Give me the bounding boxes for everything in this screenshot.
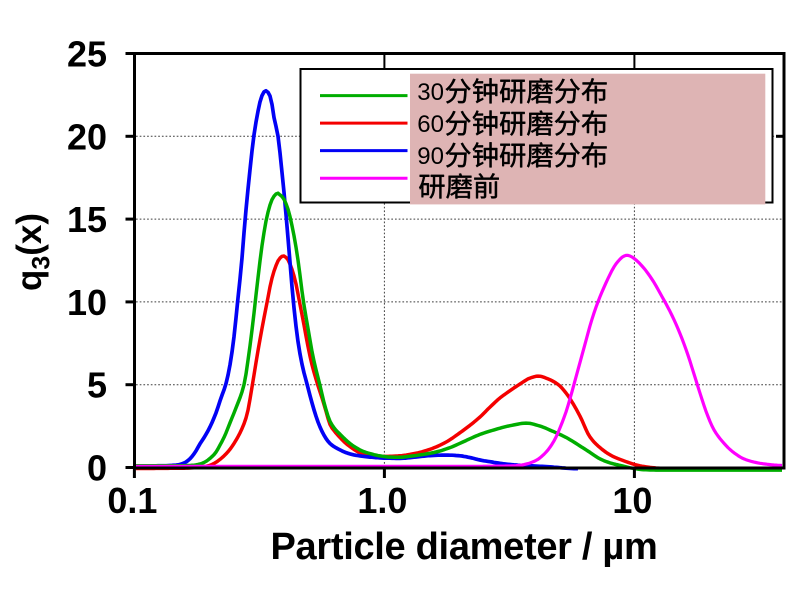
- svg-text:0: 0: [87, 448, 107, 489]
- svg-text:10: 10: [67, 282, 107, 323]
- svg-text:10: 10: [612, 480, 652, 521]
- svg-text:Particle diameter / µm: Particle diameter / µm: [270, 526, 657, 568]
- svg-text:1.0: 1.0: [357, 480, 407, 521]
- svg-text:15: 15: [67, 199, 107, 240]
- svg-text:90: 90: [417, 143, 444, 170]
- svg-text:60: 60: [417, 111, 444, 138]
- svg-text:0.1: 0.1: [107, 480, 157, 521]
- svg-text:5: 5: [87, 365, 107, 406]
- svg-text:30: 30: [417, 79, 444, 106]
- svg-text:25: 25: [67, 34, 107, 75]
- svg-text:q3(x): q3(x): [10, 213, 56, 291]
- svg-text:20: 20: [67, 116, 107, 157]
